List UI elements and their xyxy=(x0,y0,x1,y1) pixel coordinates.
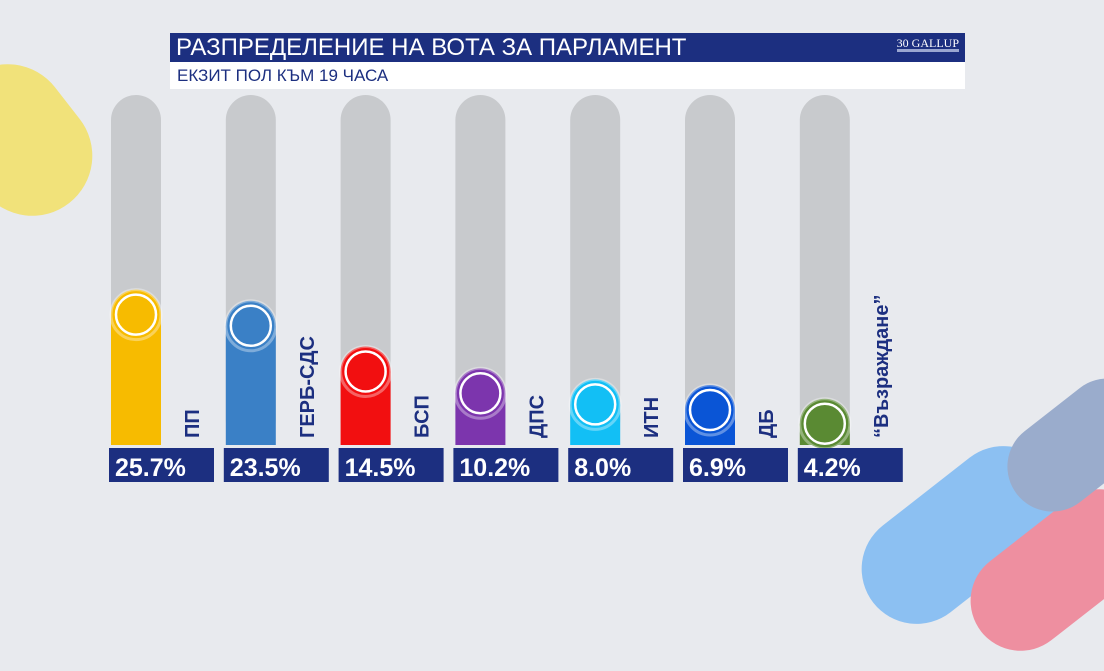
value-box xyxy=(683,448,788,482)
value-box xyxy=(223,448,329,482)
bar-marker-ring xyxy=(459,372,502,415)
value-box xyxy=(338,448,444,482)
bar-track xyxy=(455,95,506,445)
bar-track xyxy=(570,95,621,445)
bar-marker-ring xyxy=(344,350,387,393)
value-label: 14.5% xyxy=(345,454,416,482)
chart-subtitle: ЕКЗИТ ПОЛ КЪМ 19 ЧАСА xyxy=(170,62,965,89)
value-label: 8.0% xyxy=(574,454,631,482)
bar-track xyxy=(799,95,850,445)
value-label: 6.9% xyxy=(689,454,746,482)
value-box xyxy=(109,448,214,482)
category-label: ПП xyxy=(182,409,204,438)
bar-marker-ring xyxy=(229,304,273,348)
category-label: ИТН xyxy=(641,397,663,438)
gallup-logo: 30 GALLUP xyxy=(896,36,959,52)
bar-marker-ring xyxy=(688,388,732,432)
category-label: ГЕРБ-СДС xyxy=(297,336,319,438)
bar-track xyxy=(685,95,735,445)
value-box xyxy=(797,448,903,482)
bar-marker-ring xyxy=(573,383,617,426)
category-label: ДПС xyxy=(526,395,548,438)
value-box xyxy=(568,448,674,482)
category-label: “Възраждане” xyxy=(871,294,893,438)
chart-title: РАЗПРЕДЕЛЕНИЕ НА ВОТА ЗА ПАРЛАМЕНТ 30 GA… xyxy=(170,33,965,62)
bar-marker-ring xyxy=(114,293,158,336)
category-label: ДБ xyxy=(756,409,778,438)
value-label: 10.2% xyxy=(459,454,530,482)
value-box xyxy=(453,448,559,482)
chart-title-text: РАЗПРЕДЕЛЕНИЕ НА ВОТА ЗА ПАРЛАМЕНТ xyxy=(176,34,687,61)
value-label: 4.2% xyxy=(804,454,861,482)
category-label: БСП xyxy=(412,395,434,438)
value-label: 23.5% xyxy=(230,454,301,482)
bar-marker-ring xyxy=(803,402,847,445)
value-label: 25.7% xyxy=(115,454,186,482)
bar-chart: 25.7% ПП 23.5% ГЕРБ-СДС 14.5% БСП 10.2% ДПС 8.0%… xyxy=(109,95,903,482)
